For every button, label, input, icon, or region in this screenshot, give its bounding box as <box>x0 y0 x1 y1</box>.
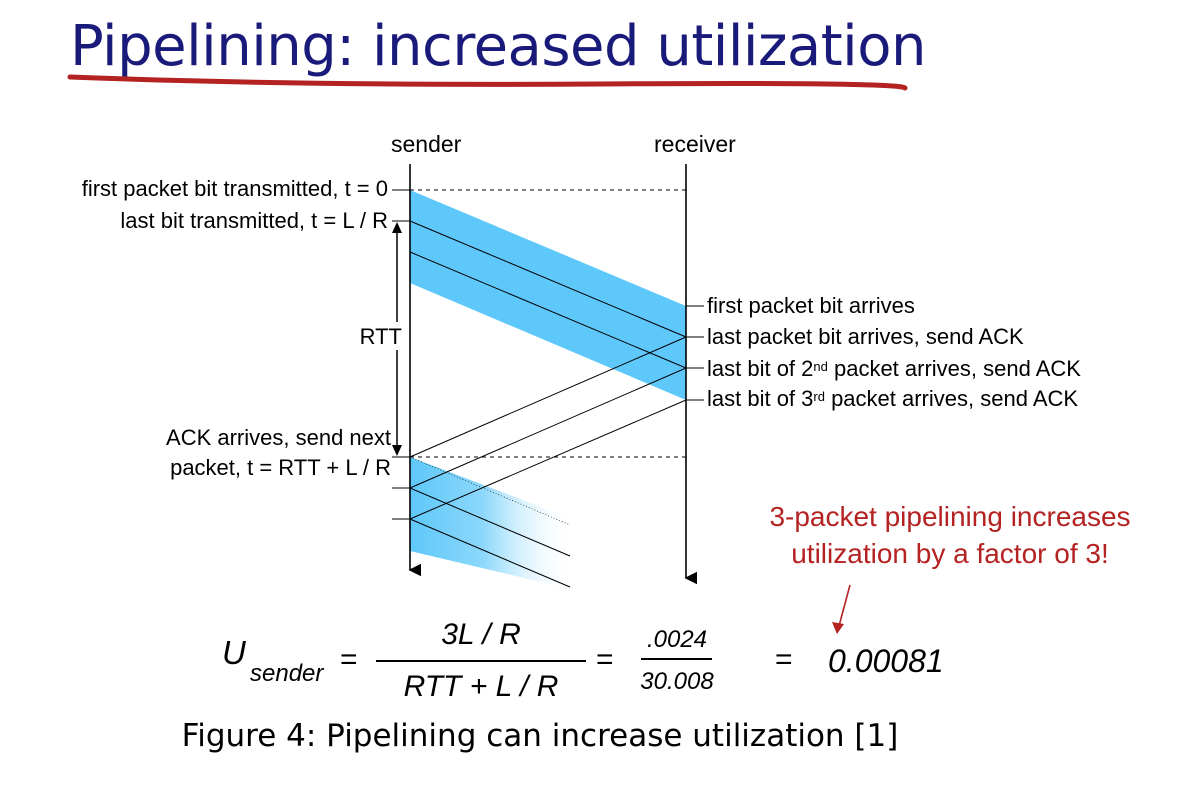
label-last-bit-transmitted: last bit transmitted, t = L / R <box>120 208 388 233</box>
figure-caption: Figure 4: Pipelining can increase utiliz… <box>181 718 899 754</box>
note-line-1: 3-packet pipelining increases <box>769 501 1131 532</box>
label-first-bit-transmitted: first packet bit transmitted, t = 0 <box>81 176 388 201</box>
equation-subscript: sender <box>250 660 324 687</box>
third-packet-pre: last bit of 3 <box>707 386 814 411</box>
note-pointer-head <box>832 622 844 634</box>
sender-label: sender <box>391 131 462 157</box>
note-pointer-arrow <box>838 584 851 627</box>
second-packet-sup: nd <box>813 359 828 374</box>
equation-equals-1: = <box>340 643 358 676</box>
third-packet-post: packet arrives, send ACK <box>824 386 1079 411</box>
title-underline <box>67 74 908 91</box>
label-third-packet-arrives: last bit of 3rd packet arrives, send ACK <box>707 386 1078 412</box>
receiver-label: receiver <box>654 131 736 157</box>
equation-equals-2: = <box>596 643 614 676</box>
label-second-packet-arrives: last bit of 2nd packet arrives, send ACK <box>707 356 1081 382</box>
equation-denominator-1: RTT + L / R <box>403 670 559 703</box>
rtt-arrow-head-down <box>392 445 402 456</box>
equation-numerator-1: 3L / R <box>441 618 521 651</box>
equation-result: 0.00081 <box>828 643 944 679</box>
equation-denominator-2: 30.008 <box>640 668 714 695</box>
next-packet-line-1 <box>409 487 571 557</box>
second-packet-pre: last bit of 2 <box>707 356 814 381</box>
ack-line-3 <box>409 399 687 520</box>
note-line-2: utilization by a factor of 3! <box>791 538 1109 569</box>
label-last-bit-arrives: last packet bit arrives, send ACK <box>707 324 1024 349</box>
packet-divider-2 <box>409 251 687 369</box>
equation-numerator-2: .0024 <box>646 626 708 653</box>
next-packet-line-2 <box>409 518 571 588</box>
equation-equals-3: = <box>775 643 793 676</box>
label-first-bit-arrives: first packet bit arrives <box>707 293 915 318</box>
label-ack-arrives-2: packet, t = RTT + L / R <box>170 455 391 480</box>
label-ack-arrives-1: ACK arrives, send next <box>166 425 391 450</box>
label-rtt: RTT <box>359 324 402 349</box>
second-packet-post: packet arrives, send ACK <box>827 356 1081 381</box>
packet-divider-1 <box>409 220 687 338</box>
rtt-arrow-head-up <box>392 222 402 233</box>
third-packet-sup: rd <box>813 389 825 404</box>
packet-band <box>410 190 686 400</box>
ack-line-2 <box>409 367 687 489</box>
next-packet-line-3 <box>409 456 571 526</box>
ack-line-1 <box>409 336 687 458</box>
equation-u: U <box>222 634 246 671</box>
page-title: Pipelining: increased utilization <box>70 14 926 79</box>
